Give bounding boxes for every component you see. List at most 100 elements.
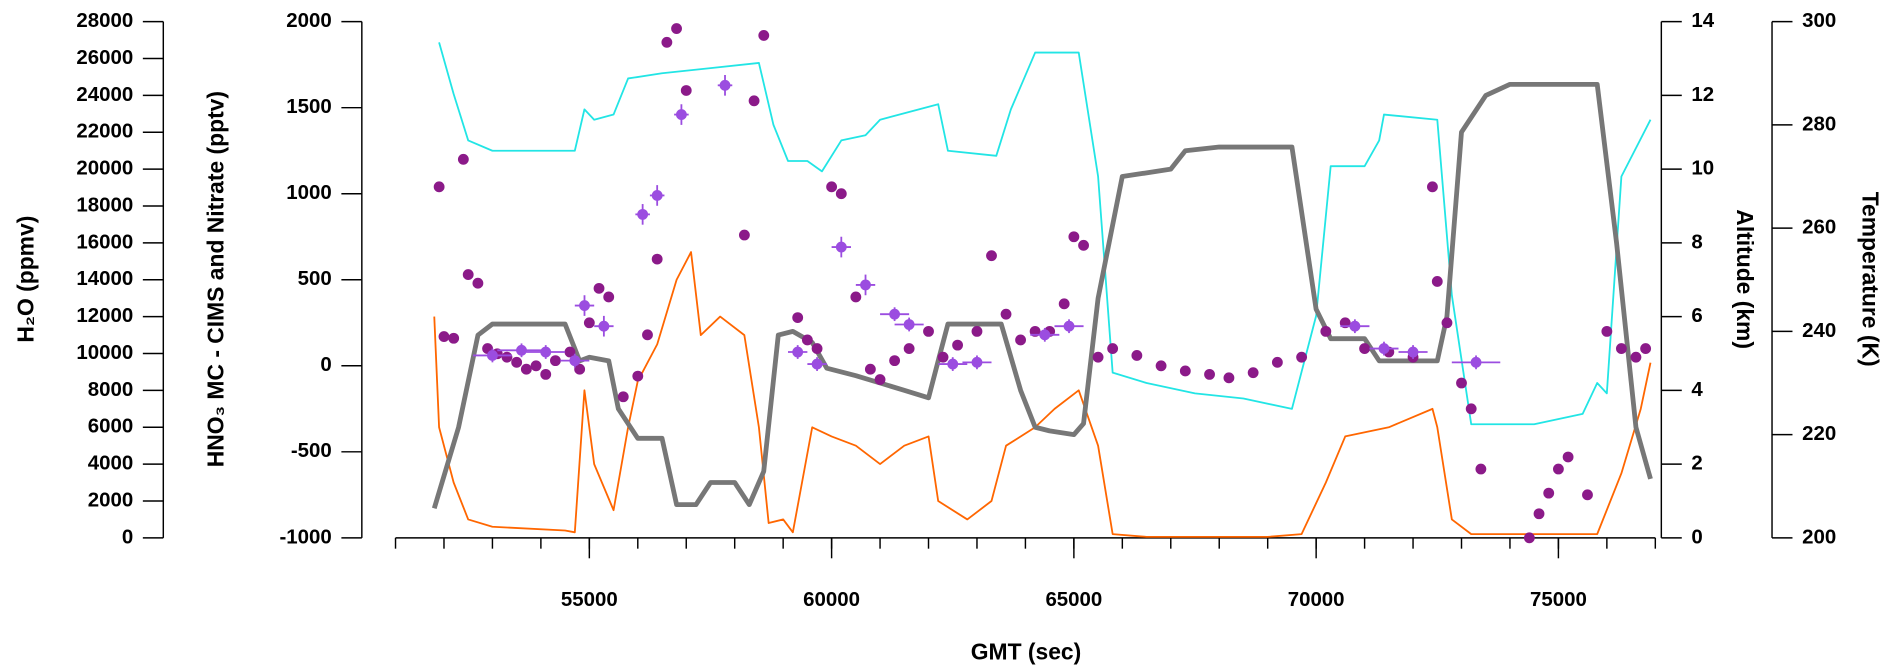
data-point xyxy=(1015,334,1026,346)
data-point xyxy=(637,208,649,220)
data-point xyxy=(1470,356,1482,368)
data-point xyxy=(501,351,513,363)
y2-tick-label: 8 xyxy=(1691,230,1702,253)
data-point xyxy=(1247,367,1259,379)
data-point xyxy=(1296,351,1308,363)
data-point xyxy=(923,325,934,337)
data-point xyxy=(1271,356,1283,368)
data-point xyxy=(598,320,610,332)
data-point xyxy=(1582,489,1593,501)
data-point xyxy=(860,279,871,291)
data-point xyxy=(1107,343,1119,354)
data-point xyxy=(1131,350,1143,361)
data-point xyxy=(642,329,653,341)
data-point xyxy=(593,282,605,294)
data-point xyxy=(1533,508,1545,520)
data-point xyxy=(738,229,750,241)
data-point xyxy=(438,331,450,342)
data-point xyxy=(1465,403,1477,415)
data-point xyxy=(1601,325,1613,337)
data-point xyxy=(680,85,692,96)
data-point xyxy=(971,356,983,368)
y4-tick-label: 220 xyxy=(1802,422,1836,445)
data-point xyxy=(579,300,590,311)
x-tick-label: 75000 xyxy=(1530,588,1587,611)
data-point xyxy=(1427,181,1438,193)
y3-tick-label: 26000 xyxy=(76,46,133,69)
data-point xyxy=(671,23,682,34)
y3-axis-title: H₂O (ppmv) xyxy=(12,216,38,343)
data-point xyxy=(874,374,886,385)
y-tick-label: 2000 xyxy=(286,9,331,32)
data-point xyxy=(583,317,595,329)
data-point xyxy=(511,356,523,368)
data-point xyxy=(1475,463,1487,475)
data-point xyxy=(550,355,561,367)
data-point xyxy=(1523,532,1535,544)
data-point xyxy=(801,334,813,346)
y2-axis-title: Altitude (km) xyxy=(1732,209,1758,349)
data-point xyxy=(1543,487,1555,499)
y3-tick-label: 20000 xyxy=(76,157,133,180)
data-point xyxy=(564,346,576,358)
data-point xyxy=(1063,320,1075,332)
data-point xyxy=(792,312,804,324)
data-point xyxy=(530,360,542,372)
y3-tick-label: 0 xyxy=(122,525,133,548)
data-point xyxy=(520,363,532,375)
y3-tick-label: 10000 xyxy=(76,341,133,364)
y3-tick-label: 16000 xyxy=(76,230,133,253)
data-line xyxy=(433,251,1652,538)
data-point xyxy=(462,269,474,281)
data-point xyxy=(487,350,498,361)
data-point xyxy=(748,95,760,107)
data-point xyxy=(864,363,876,375)
y-tick-label: 500 xyxy=(298,267,332,290)
data-point xyxy=(651,253,663,265)
y3-tick-label: 24000 xyxy=(76,83,133,106)
data-point xyxy=(1223,372,1235,384)
data-point xyxy=(675,109,687,120)
data-point xyxy=(937,351,949,363)
y4-axis-title: Temperature (K) xyxy=(1857,192,1883,367)
y2-tick-label: 14 xyxy=(1691,9,1714,32)
data-point xyxy=(1359,343,1371,354)
y-tick-label: 1500 xyxy=(286,95,331,118)
data-point xyxy=(835,241,847,253)
x-tick-label: 65000 xyxy=(1045,588,1102,611)
data-point xyxy=(1640,343,1652,354)
data-point xyxy=(540,368,552,380)
y4-tick-label: 260 xyxy=(1802,216,1836,239)
data-point xyxy=(1058,298,1070,310)
data-point xyxy=(1068,231,1080,243)
y-tick-label: 0 xyxy=(320,353,331,376)
x-tick-label: 70000 xyxy=(1288,588,1345,611)
x-tick-label: 60000 xyxy=(803,588,860,611)
y4-tick-label: 280 xyxy=(1802,112,1836,135)
data-point xyxy=(850,291,862,303)
data-point xyxy=(574,363,586,375)
data-point xyxy=(758,30,770,41)
data-point xyxy=(811,343,823,354)
y2-tick-label: 4 xyxy=(1691,378,1703,401)
data-point xyxy=(603,291,615,303)
y3-tick-label: 4000 xyxy=(88,452,133,475)
data-point xyxy=(1630,351,1642,363)
data-point xyxy=(661,36,673,48)
y3-tick-label: 12000 xyxy=(76,304,133,327)
data-point xyxy=(811,358,823,370)
y2-tick-label: 0 xyxy=(1691,525,1702,548)
data-point xyxy=(1039,329,1051,341)
data-point xyxy=(952,339,964,351)
y-axis-title: HNO₃ MC - CIMS and Nitrate (pptv) xyxy=(202,91,228,467)
data-point xyxy=(540,346,552,358)
x-tick-label: 55000 xyxy=(561,588,618,611)
data-point xyxy=(472,277,484,289)
data-point xyxy=(433,181,445,193)
data-point xyxy=(516,344,527,356)
data-point xyxy=(1552,463,1564,475)
data-point xyxy=(835,188,847,200)
y4-tick-label: 200 xyxy=(1802,525,1836,548)
data-point xyxy=(947,358,959,370)
